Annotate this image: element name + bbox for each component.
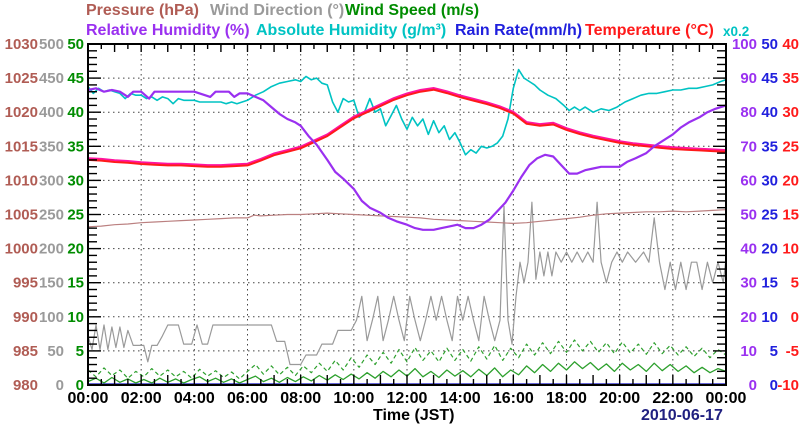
relative_humidity-tick-label: 30 [740, 275, 757, 292]
wind_direction-tick-label: 350 [39, 138, 64, 155]
pressure-tick-label: 990 [13, 309, 38, 326]
series-relative-humidity [87, 87, 727, 231]
relative_humidity-tick-label: 10 [740, 343, 757, 360]
wind_speed-tick-label: 15 [67, 275, 84, 292]
wind_direction-tick-label: 0 [56, 377, 64, 394]
time-tick-label: 10:00 [333, 390, 374, 407]
temperature-tick-label: 40 [782, 36, 799, 53]
relative_humidity-tick-label: 40 [740, 241, 757, 258]
temperature-tick-label: 25 [782, 138, 799, 155]
pressure-tick-label: 1000 [5, 241, 38, 258]
time-tick-label: 00:00 [706, 390, 747, 407]
time-tick-label: 12:00 [387, 390, 428, 407]
wind_speed-tick-label: 30 [67, 172, 84, 189]
time-tick-label: 00:00 [68, 390, 109, 407]
relative_humidity-tick-label: 90 [740, 70, 757, 87]
wind_speed-tick-label: 25 [67, 207, 84, 224]
temperature-tick-label: 20 [782, 172, 799, 189]
pressure-tick-label: 980 [13, 377, 38, 394]
series-shadow-temperature [87, 86, 727, 167]
legend-pressure: Pressure (hPa) [86, 2, 199, 19]
wind_speed-tick-label: 5 [76, 343, 84, 360]
wind_speed-tick-label: 20 [67, 241, 84, 258]
pressure-tick-label: 1015 [5, 138, 38, 155]
wind_speed-tick-label: 40 [67, 104, 84, 121]
temperature-tick-label: 30 [782, 104, 799, 121]
pressure-tick-label: 1025 [5, 70, 38, 87]
rain_rate-tick-label: 35 [761, 138, 778, 155]
legend-relative-humidity: Relative Humidity (%) [86, 22, 250, 39]
wind_speed-tick-label: 50 [67, 36, 84, 53]
series-wind-direction [87, 201, 727, 366]
rain_rate-tick-label: 0 [770, 377, 778, 394]
relative_humidity-tick-label: 80 [740, 104, 757, 121]
time-tick-label: 18:00 [546, 390, 587, 407]
relative_humidity-tick-label: 60 [740, 172, 757, 189]
time-tick-label: 14:00 [440, 390, 481, 407]
wind_direction-tick-label: 250 [39, 207, 64, 224]
temperature-tick-label: 5 [791, 275, 799, 292]
rain_rate-tick-label: 50 [761, 36, 778, 53]
x-axis-title: Time (JST) [373, 407, 455, 424]
rain_rate-tick-label: 20 [761, 241, 778, 258]
pressure-tick-label: 1020 [5, 104, 38, 121]
plot-frame [87, 43, 727, 386]
time-tick-label: 20:00 [599, 390, 640, 407]
time-tick-label: 16:00 [493, 390, 534, 407]
time-tick-label: 22:00 [652, 390, 693, 407]
rain_rate-tick-label: 30 [761, 172, 778, 189]
temperature-tick-label: 15 [782, 207, 799, 224]
rain_rate-tick-label: 10 [761, 309, 778, 326]
series-temperature [87, 88, 727, 168]
pressure-tick-label: 995 [13, 275, 38, 292]
legend-rain-rate: Rain Rate(mm/h) [455, 22, 583, 39]
rain_rate-tick-label: 45 [761, 70, 778, 87]
time-tick-label: 04:00 [174, 390, 215, 407]
relative_humidity-tick-label: 70 [740, 138, 757, 155]
wind_speed-tick-label: 35 [67, 138, 84, 155]
series-pressure [87, 209, 727, 228]
legend-absolute-humidity: Absolute Humidity (g/m³) [256, 22, 447, 39]
temperature-tick-label: 35 [782, 70, 799, 87]
time-tick-label: 02:00 [121, 390, 162, 407]
wind_direction-tick-label: 300 [39, 172, 64, 189]
wind_direction-tick-label: 200 [39, 241, 64, 258]
legend-temperature: Temperature (°C) [585, 22, 714, 39]
temperature-tick-label: 10 [782, 241, 799, 258]
rain_rate-tick-label: 15 [761, 275, 778, 292]
wind_speed-tick-label: 0 [76, 377, 84, 394]
temperature-tick-label: 0 [791, 309, 799, 326]
rain_rate-tick-label: 25 [761, 207, 778, 224]
wind_direction-tick-label: 150 [39, 275, 64, 292]
scale-note-x0-2: x0.2 [723, 24, 750, 39]
relative_humidity-tick-label: 100 [732, 36, 757, 53]
wind_direction-tick-label: 450 [39, 70, 64, 87]
legend-wind-direction: Wind Direction (°) [210, 2, 345, 19]
wind_direction-tick-label: 50 [47, 343, 64, 360]
time-tick-label: 08:00 [280, 390, 321, 407]
temperature-tick-label: -10 [777, 377, 799, 394]
wind_speed-tick-label: 45 [67, 70, 84, 87]
wind_direction-tick-label: 500 [39, 36, 64, 53]
wind_direction-tick-label: 100 [39, 309, 64, 326]
relative_humidity-tick-label: 50 [740, 207, 757, 224]
pressure-tick-label: 1030 [5, 36, 38, 53]
series-absolute-humidity [87, 68, 727, 156]
rain_rate-tick-label: 40 [761, 104, 778, 121]
pressure-tick-label: 985 [13, 343, 38, 360]
relative_humidity-tick-label: 20 [740, 309, 757, 326]
time-tick-label: 06:00 [227, 390, 268, 407]
pressure-tick-label: 1010 [5, 172, 38, 189]
temperature-tick-label: -5 [786, 343, 799, 360]
wind_direction-tick-label: 400 [39, 104, 64, 121]
legend-wind-speed: Wind Speed (m/s) [345, 2, 480, 19]
pressure-tick-label: 1005 [5, 207, 38, 224]
rain_rate-tick-label: 5 [770, 343, 778, 360]
wind_speed-tick-label: 10 [67, 309, 84, 326]
date-label: 2010-06-17 [641, 407, 723, 424]
relative_humidity-tick-label: 0 [749, 377, 757, 394]
